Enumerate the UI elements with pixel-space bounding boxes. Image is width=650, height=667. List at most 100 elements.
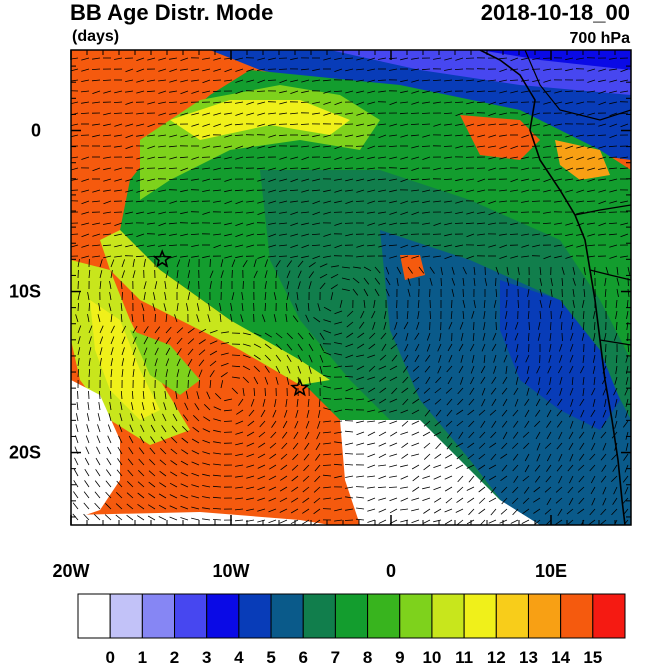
wind-barb [481, 387, 486, 396]
wind-barb [279, 101, 288, 105]
wind-barb [367, 200, 376, 204]
wind-barb [423, 508, 431, 514]
wind-barb [106, 457, 112, 466]
wind-barb [459, 321, 464, 330]
wind-barb [455, 167, 464, 170]
wind-barb [132, 325, 138, 334]
colorbar-swatch [463, 593, 497, 639]
wind-barb [501, 464, 508, 472]
wind-barb [565, 57, 574, 61]
wind-barb [456, 486, 464, 493]
colorbar-swatch [302, 593, 336, 639]
wind-barb [356, 255, 365, 258]
wind-barb [94, 480, 101, 488]
wind-barb [209, 281, 212, 290]
wind-barb [169, 123, 178, 126]
wind-barb [412, 376, 420, 383]
wind-barb [159, 482, 167, 488]
wind-barb [213, 167, 222, 171]
wind-barb [407, 288, 411, 297]
wind-barb [433, 57, 442, 60]
wind-barb [149, 447, 156, 455]
wind-barb [367, 233, 376, 236]
wind-barb [297, 270, 302, 279]
wind-barb [209, 258, 211, 268]
wind-barb [457, 398, 464, 406]
wind-barb [532, 233, 541, 236]
wind-barb [477, 233, 486, 236]
wind-barb [421, 178, 431, 181]
wind-barb [545, 398, 552, 406]
wind-barb [187, 348, 194, 356]
wind-barb [613, 486, 618, 495]
wind-barb [462, 277, 465, 286]
wind-barb [381, 343, 387, 352]
wind-barb [554, 222, 563, 225]
wind-barb [137, 481, 145, 488]
wind-barb [202, 90, 211, 94]
wind-barb [367, 464, 376, 469]
wind-barb [176, 348, 182, 356]
wind-barb [472, 332, 475, 342]
wind-barb [120, 390, 123, 400]
wind-barb [482, 332, 486, 341]
wind-barb [334, 200, 343, 204]
wind-barb [612, 497, 618, 505]
wind-barb [429, 310, 431, 320]
wind-barb [532, 244, 541, 248]
wind-barb [125, 189, 134, 193]
wind-barb [601, 420, 607, 429]
wind-barb [389, 365, 398, 371]
wind-barb [356, 431, 365, 436]
wind-barb [623, 453, 629, 461]
wind-barb [148, 493, 156, 499]
wind-barb [543, 189, 552, 193]
wind-barb [81, 178, 90, 182]
wind-barb [535, 409, 541, 417]
wind-barb [500, 508, 508, 515]
wind-barb [565, 145, 574, 149]
wind-barb [598, 222, 607, 227]
wind-barb [514, 332, 519, 341]
colorbar-label: 6 [298, 648, 307, 667]
wind-barb [80, 90, 90, 93]
wind-barb [213, 452, 222, 455]
wind-barb [147, 101, 156, 105]
wind-barb [466, 145, 475, 148]
wind-barb [223, 409, 233, 412]
wind-barb [423, 453, 431, 460]
wind-barb [290, 200, 299, 203]
wind-barb [323, 244, 332, 247]
wind-barb [213, 112, 222, 116]
wind-barb [259, 420, 266, 428]
wind-barb [120, 280, 123, 290]
wind-barb [246, 453, 255, 458]
wind-barb [275, 343, 282, 350]
wind-barb [433, 486, 442, 491]
wind-barb [400, 497, 409, 502]
wind-barb [458, 365, 464, 374]
wind-barb [220, 331, 229, 334]
wind-barb [286, 292, 290, 301]
wind-barb [168, 167, 178, 169]
wind-barb [158, 112, 167, 116]
wind-barb [165, 369, 168, 378]
wind-barb [313, 519, 321, 525]
wind-barb [559, 310, 563, 319]
wind-barb [602, 486, 607, 495]
wind-barb [224, 255, 233, 259]
wind-barb [517, 266, 520, 275]
wind-barb [94, 491, 101, 499]
wind-barb [522, 431, 530, 438]
wind-barb [158, 504, 167, 510]
x-tick-label: 10E [535, 561, 567, 581]
wind-barb [416, 321, 420, 330]
wind-barb [400, 211, 409, 215]
wind-barb [561, 266, 565, 275]
wind-barb [87, 402, 90, 411]
wind-barb [131, 390, 134, 400]
wind-barb [616, 288, 619, 297]
wind-barb [620, 222, 629, 226]
wind-barb [165, 337, 172, 345]
wind-barb [196, 391, 200, 400]
